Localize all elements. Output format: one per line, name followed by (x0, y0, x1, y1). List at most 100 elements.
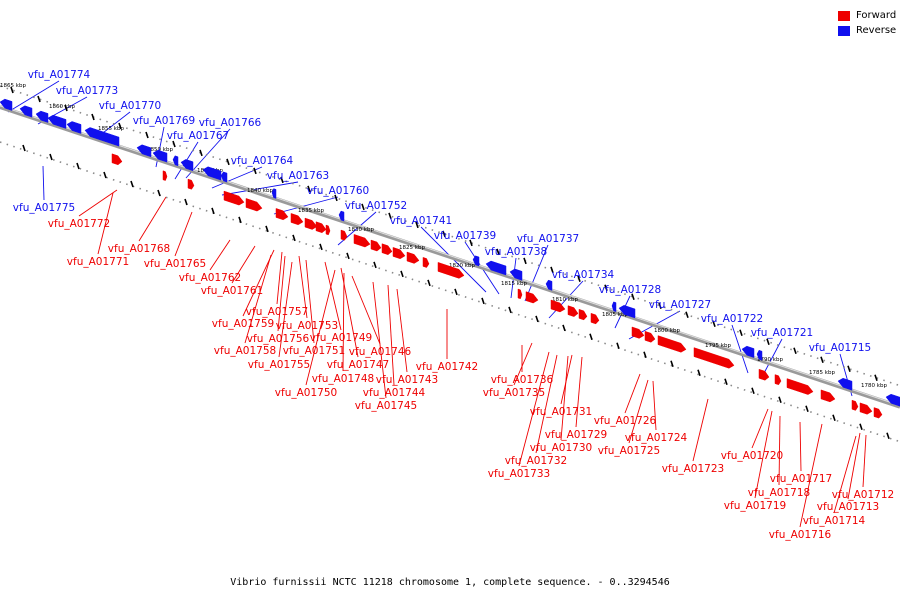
forward-gene-label: vfu_A01745 (355, 400, 417, 412)
scale-tick-mark (199, 149, 203, 157)
scale-tick-mark (49, 153, 53, 161)
scale-tick-mark (253, 167, 257, 175)
scale-tick-mark (739, 329, 743, 337)
forward-gene-leader-line (535, 354, 558, 454)
scale-tick-mark (535, 315, 539, 323)
forward-gene-leader-line (78, 189, 118, 217)
scale-label: 1805 kbp (602, 312, 628, 318)
reverse-gene-leader-line (221, 181, 299, 196)
forward-gene-label: vfu_A01725 (598, 445, 660, 457)
scale-tick-mark (64, 104, 68, 112)
reverse-gene-label: vfu_A01727 (649, 299, 711, 311)
scale-tick-mark (766, 338, 770, 345)
reverse-gene-arrow (66, 121, 82, 134)
forward-gene-leader-line (518, 351, 550, 467)
forward-gene-leader-line (862, 434, 867, 488)
forward-gene-arrow (517, 288, 523, 300)
scale-tick-mark (172, 140, 176, 148)
reverse-gene-label: vfu_A01739 (434, 230, 496, 242)
scale-tick-mark (643, 351, 647, 359)
forward-gene-arrow (111, 153, 123, 166)
forward-gene-label: vfu_A01735 (483, 387, 545, 399)
scale-tick-mark (238, 216, 242, 224)
reverse-gene-label: vfu_A01763 (267, 170, 329, 182)
scale-tick-mark (724, 378, 728, 386)
scale-label: 1830 kbp (348, 227, 374, 233)
backbone-line (0, 105, 900, 409)
forward-gene-leader-line (372, 281, 387, 399)
forward-gene-arrow (693, 347, 735, 369)
forward-gene-label: vfu_A01718 (748, 487, 810, 499)
forward-gene-leader-line (277, 255, 286, 332)
forward-gene-leader-line (97, 192, 114, 255)
forward-gene-label: vfu_A01731 (530, 406, 592, 418)
reverse-gene-arrow (19, 105, 33, 118)
lower-dotted-guide (0, 141, 900, 443)
forward-gene-label: vfu_A01748 (312, 373, 374, 385)
forward-gene-arrow (406, 251, 420, 264)
reverse-gene-leader-line (42, 165, 45, 201)
reverse-gene-label: vfu_A01741 (390, 215, 452, 227)
scale-tick-mark (373, 261, 377, 269)
reverse-gene-leader-line (548, 280, 584, 319)
scale-tick-mark (334, 194, 338, 202)
reverse-gene-arrow (472, 255, 480, 267)
scale-tick-mark (697, 369, 701, 377)
forward-gene-label: vfu_A01746 (349, 346, 412, 358)
forward-gene-label: vfu_A01743 (376, 374, 438, 386)
scale-tick-mark (76, 162, 80, 170)
scale-tick-mark (523, 257, 527, 265)
forward-gene-leader-line (138, 196, 167, 242)
forward-gene-label: vfu_A01762 (179, 272, 241, 284)
forward-gene-arrow (758, 368, 770, 381)
reverse-gene-label: vfu_A01774 (28, 69, 91, 81)
forward-gene-leader-line (231, 245, 256, 284)
scale-tick-mark (685, 311, 689, 319)
map-caption: Vibrio furnissii NCTC 11218 chromosome 1… (230, 577, 670, 588)
reverse-gene-arrow (545, 279, 553, 291)
forward-gene-arrow (315, 221, 327, 234)
forward-gene-label: vfu_A01730 (530, 442, 592, 454)
reverse-gene-arrow (837, 377, 853, 391)
scale-tick-mark (10, 86, 14, 94)
scale-tick-mark (604, 284, 608, 292)
scale-tick-mark (658, 302, 662, 310)
scale-tick-mark (847, 365, 851, 372)
forward-gene-arrow (162, 170, 168, 181)
forward-gene-leader-line (560, 355, 569, 441)
scale-tick-mark (103, 171, 107, 179)
scale-tick-mark (22, 144, 26, 152)
reverse-gene-label: vfu_A01764 (231, 155, 294, 167)
scale-tick-mark (130, 180, 134, 188)
legend: Forward Reverse (838, 8, 896, 38)
scale-tick-mark (157, 189, 161, 197)
forward-gene-leader-line (305, 269, 336, 386)
forward-gene-arrow (223, 190, 245, 206)
forward-gene-arrow (275, 208, 289, 221)
forward-gene-leader-line (298, 255, 308, 319)
forward-gene-arrow (657, 335, 687, 353)
reverse-gene-arrow (136, 144, 152, 158)
scale-tick-mark (859, 423, 863, 430)
scale-label: 1780 kbp (861, 383, 887, 389)
forward-gene-label: vfu_A01726 (594, 415, 657, 427)
forward-gene-label: vfu_A01744 (363, 387, 426, 399)
scale-tick-mark (820, 356, 824, 363)
forward-gene-arrow (578, 308, 588, 321)
forward-gene-leader-line (799, 423, 823, 528)
forward-gene-label: vfu_A01765 (144, 258, 206, 270)
scale-tick-mark (508, 306, 512, 314)
forward-gene-leader-line (624, 373, 641, 414)
reverse-gene-label: vfu_A01769 (133, 115, 195, 127)
reverse-gene-leader-line (731, 324, 749, 374)
scale-tick-mark (874, 374, 878, 381)
scale-label: 1865 kbp (0, 83, 26, 89)
forward-gene-leader-line (324, 261, 342, 331)
forward-gene-arrow (245, 198, 263, 212)
forward-gene-arrow (422, 257, 430, 268)
reverse-gene-label: vfu_A01773 (56, 85, 118, 97)
legend-forward: Forward (838, 8, 896, 23)
forward-gene-leader-line (575, 356, 583, 428)
scale-tick-mark (469, 239, 473, 247)
